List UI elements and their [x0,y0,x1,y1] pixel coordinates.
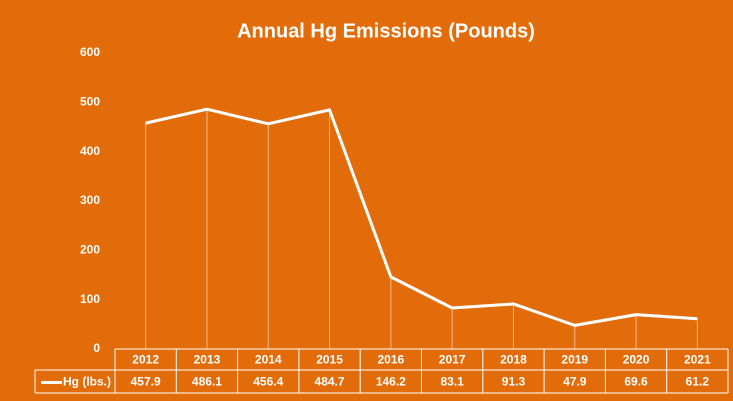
data-label: 83.1 [440,375,464,389]
y-tick-label: 100 [80,292,100,306]
x-tick-label: 2013 [194,353,221,367]
y-tick-label: 600 [80,45,100,59]
x-tick-label: 2019 [561,353,588,367]
x-tick-label: 2018 [500,353,527,367]
data-label: 69.6 [624,375,648,389]
x-tick-label: 2012 [132,353,159,367]
y-tick-label: 0 [93,341,100,355]
data-label: 61.2 [686,375,710,389]
data-label: 484.7 [315,375,345,389]
series-line [145,107,698,327]
y-tick-label: 300 [80,193,100,207]
y-tick-label: 400 [80,144,100,158]
x-tick-label: 2017 [439,353,466,367]
x-tick-label: 2016 [377,353,404,367]
x-tick-label: 2015 [316,353,343,367]
data-label: 456.4 [253,375,283,389]
data-label: 486.1 [192,375,222,389]
x-tick-label: 2020 [623,353,650,367]
y-tick-label: 200 [80,243,100,257]
data-label: 457.9 [131,375,161,389]
data-label: 91.3 [502,375,526,389]
y-tick-label: 500 [80,95,100,109]
x-tick-label: 2014 [255,353,282,367]
data-label: 47.9 [563,375,587,389]
x-tick-label: 2021 [684,353,711,367]
chart-title: Annual Hg Emissions (Pounds) [237,20,535,42]
legend-label: Hg (lbs.) [63,375,111,389]
data-label: 146.2 [376,375,406,389]
